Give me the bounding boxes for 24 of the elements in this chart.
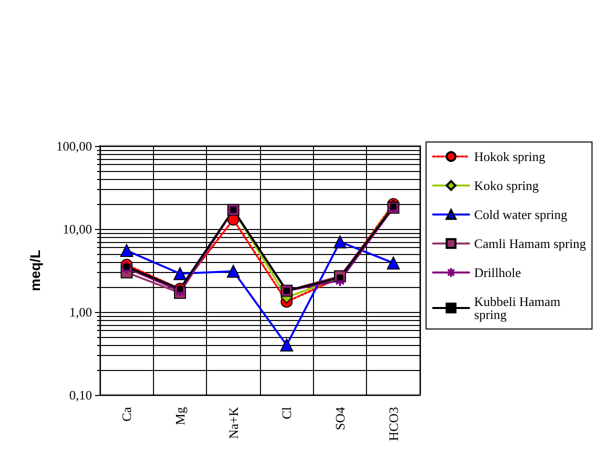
x-tick-label: SO4 [332, 406, 348, 430]
legend-label: Drillhole [474, 265, 522, 280]
point [177, 286, 183, 292]
y-tick-label: 100,00 [56, 138, 92, 154]
x-tick-label: HCO3 [386, 407, 401, 441]
y-axis-title: meq/L [27, 249, 43, 292]
legend-label: Koko spring [474, 178, 540, 193]
point [174, 267, 186, 280]
legend-label: Camli Hamam spring [474, 236, 586, 251]
y-tick-label: 10,00 [62, 222, 92, 236]
point [120, 244, 134, 258]
x-tick-label: Mg [172, 406, 188, 426]
legend-label: Hokok spring [474, 149, 546, 164]
x-tick-label: Na+K [226, 406, 241, 439]
point [280, 338, 294, 352]
point [334, 235, 346, 248]
x-tick-label: Cl [279, 406, 294, 420]
legend-label: Kubbeli Hamam spring [474, 294, 564, 322]
y-tick-label: 1,00 [69, 304, 92, 320]
point [386, 256, 400, 270]
legend-label: Cold water spring [474, 207, 568, 222]
y-tick-label: 0,10 [69, 388, 92, 402]
point [226, 264, 240, 278]
x-tick-label: Ca [119, 406, 134, 422]
